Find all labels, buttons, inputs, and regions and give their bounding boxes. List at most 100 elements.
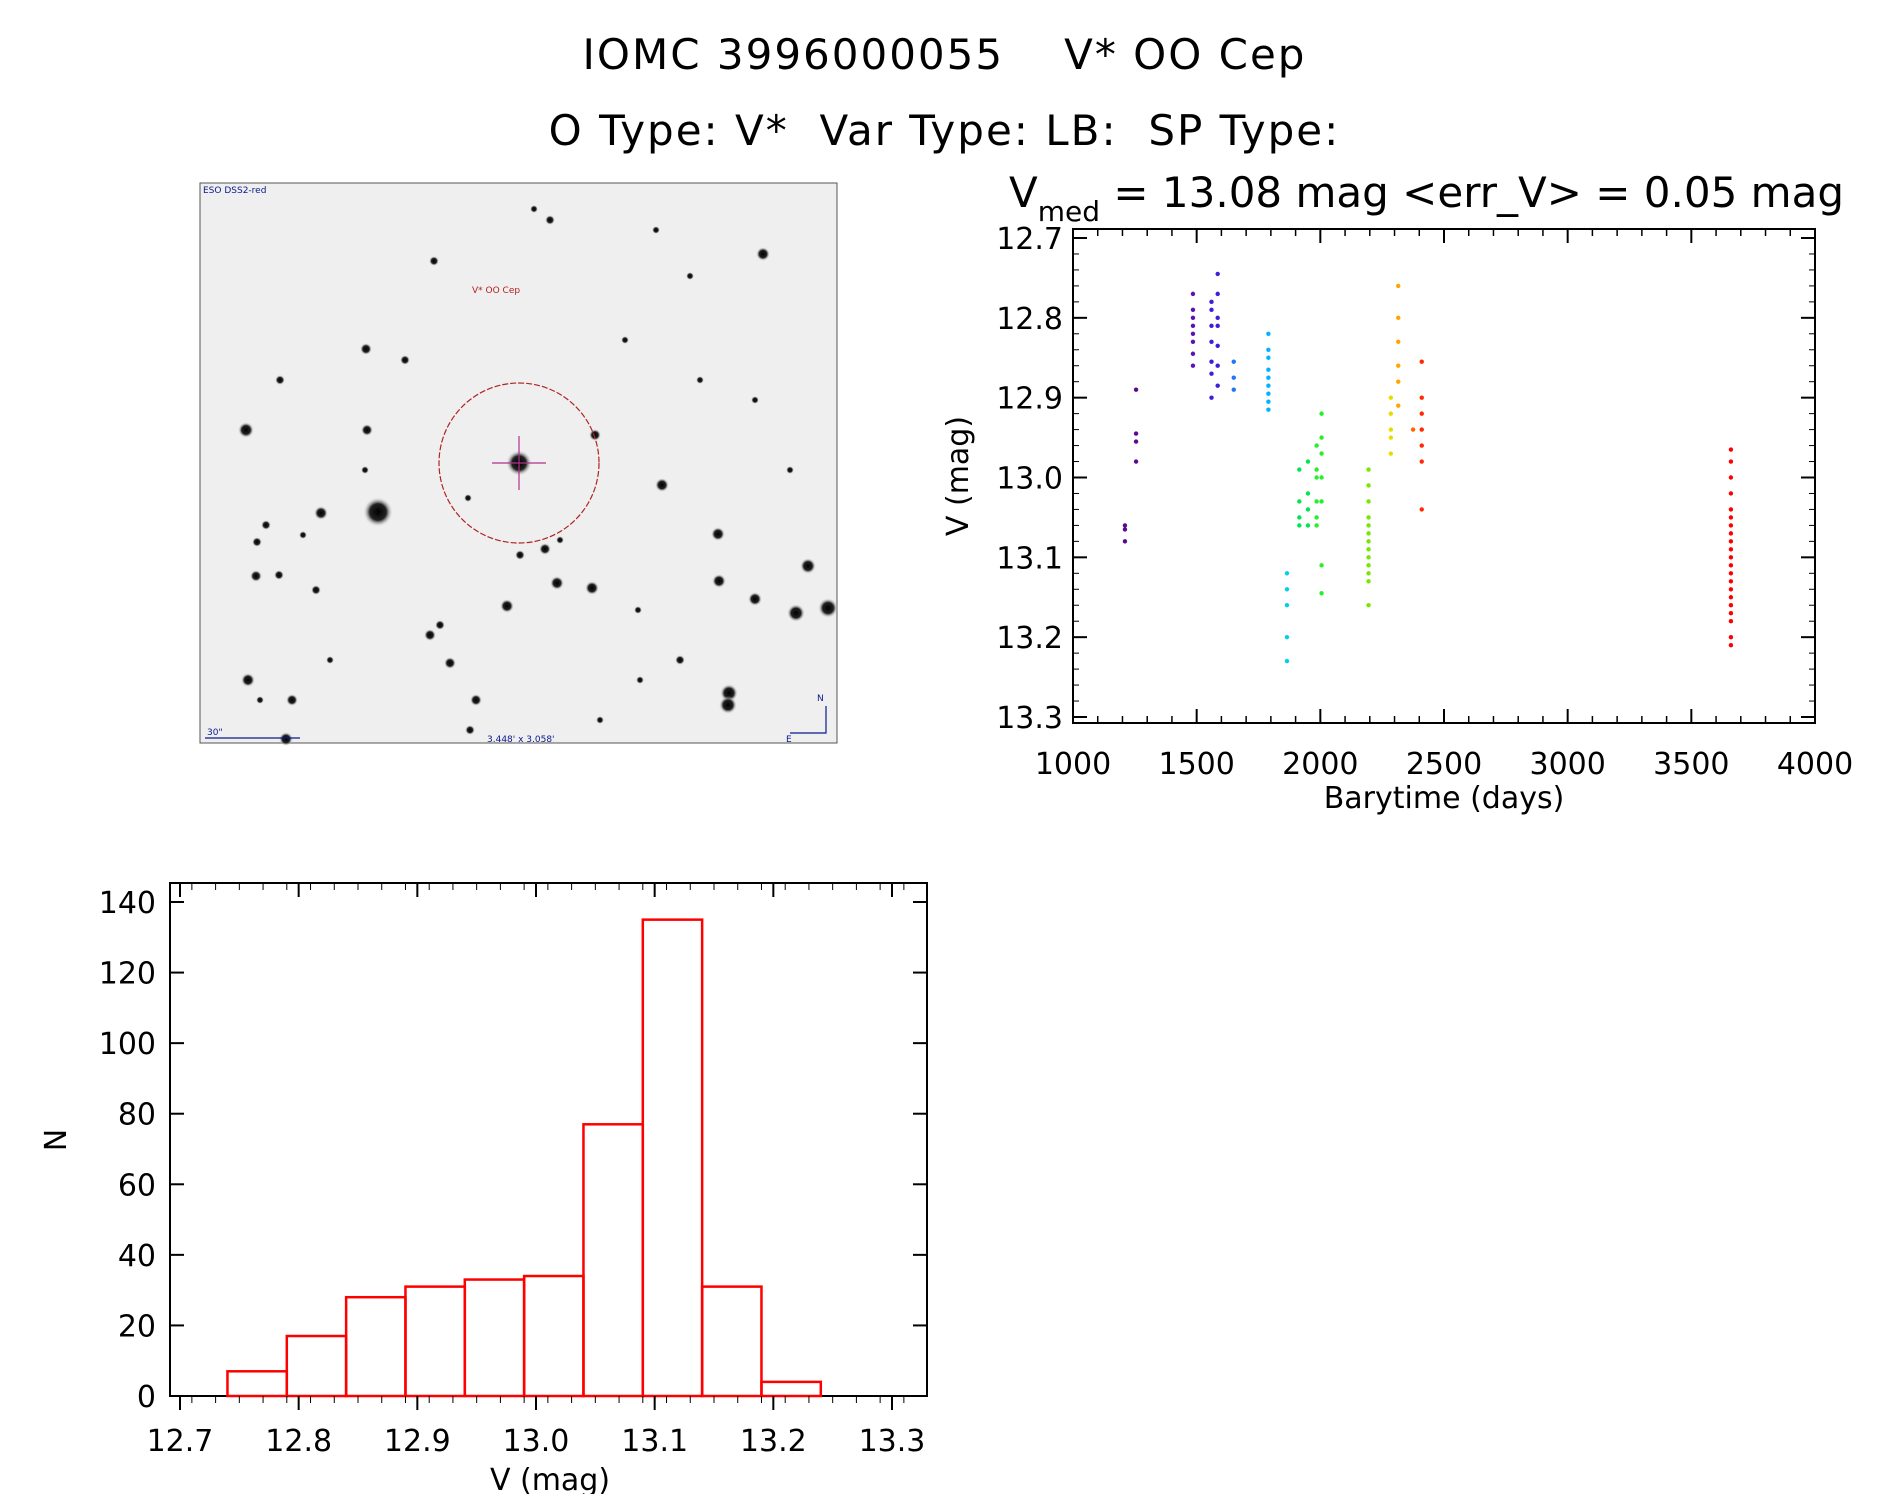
star (241, 673, 255, 687)
hist-xlabel: V (mag) (490, 1463, 610, 1494)
lc-point (1728, 515, 1734, 520)
star (712, 574, 726, 588)
lc-point (1215, 343, 1220, 348)
star (530, 205, 538, 213)
lc-point (1728, 587, 1734, 592)
lc-xlabel: Barytime (days) (1324, 781, 1565, 816)
lc-point (1728, 523, 1734, 528)
lc-point (1728, 579, 1734, 584)
hist-bar (522, 1274, 585, 1398)
lc-point (1366, 571, 1371, 576)
lc-point (1190, 339, 1196, 344)
star (652, 226, 660, 234)
star (363, 497, 393, 527)
star (465, 725, 475, 735)
lc-ylabel: V (mag) (941, 416, 976, 536)
star (435, 620, 445, 630)
fov-label: 3.448' x 3.058' (487, 735, 555, 745)
lc-point (1728, 459, 1734, 464)
compass-north: N (817, 694, 824, 704)
lc-point (1728, 447, 1734, 452)
lc-point (1419, 507, 1424, 512)
hist-ytick-label: 40 (118, 1239, 156, 1274)
lc-point (1419, 427, 1424, 432)
lc-point (1728, 595, 1734, 600)
hist-ytick-label: 0 (137, 1380, 156, 1415)
lc-point (1366, 499, 1371, 504)
lc-point (1396, 403, 1401, 408)
lc-point (1396, 363, 1401, 368)
hist-bar (760, 1380, 823, 1398)
lc-point (1314, 499, 1319, 504)
lc-point (1388, 435, 1394, 440)
lc-axes: 1000 1500 2000 2500 3000 3500 4000 12.7 12.8 12.9… (996, 222, 1853, 782)
lc-point (1319, 435, 1324, 440)
star (818, 598, 838, 618)
target-label: V* OO Cep (472, 286, 520, 296)
lc-point (1319, 563, 1324, 568)
lc-point (1728, 475, 1734, 480)
lc-title-subscript: med (1038, 195, 1100, 228)
hist-bar (285, 1334, 348, 1398)
star (470, 694, 482, 706)
compass-icon (790, 706, 827, 734)
star (326, 656, 334, 664)
star (274, 570, 284, 580)
lc-point (1419, 359, 1424, 364)
lc-point (1190, 323, 1196, 329)
lc-point (1396, 339, 1401, 344)
lc-point (1190, 291, 1196, 297)
lc-point (1209, 359, 1214, 364)
lc-point (1297, 499, 1302, 504)
lc-point (1122, 539, 1128, 544)
plot-title-line2: O Type: V* Var Type: LB: SP Type: (548, 106, 1341, 155)
lc-point (1231, 387, 1236, 392)
lc-point (1284, 587, 1290, 592)
lc-point (1366, 603, 1371, 608)
hist-xtick-label: 13.0 (503, 1424, 570, 1459)
lc-point (1209, 323, 1214, 329)
lc-point (1266, 355, 1271, 360)
lc-point (1728, 603, 1734, 608)
star (545, 215, 555, 225)
hist-axes: 12.7 12.8 12.9 13.0 13.1 13.2 13.3 0 20 40 60 80 100… (99, 883, 927, 1459)
hist-ytick-label: 120 (99, 957, 156, 992)
lc-point (1284, 571, 1290, 576)
star (556, 536, 564, 544)
star (621, 336, 629, 344)
lc-point (1190, 331, 1196, 336)
lc-point (1266, 331, 1271, 336)
lc-point (1366, 563, 1371, 568)
lc-point (1728, 642, 1734, 648)
finder-stars (238, 205, 838, 746)
star (748, 592, 762, 606)
hist-bar (344, 1295, 407, 1398)
lc-point (1419, 459, 1424, 464)
lc-point (1305, 523, 1311, 528)
lc-point (1728, 611, 1734, 616)
star (719, 696, 737, 714)
lc-xtick-label: 1500 (1158, 747, 1234, 782)
lc-point (1728, 634, 1734, 640)
lc-point (1728, 571, 1734, 576)
star (696, 376, 704, 384)
star (550, 576, 564, 590)
star (786, 466, 794, 474)
lc-point (1319, 475, 1324, 480)
star (250, 570, 262, 582)
lc-xtick-label: 4000 (1777, 747, 1853, 782)
lc-point (1215, 315, 1220, 321)
lc-point (1366, 547, 1371, 552)
star (464, 494, 472, 502)
lc-point (1314, 443, 1319, 448)
lc-point (1366, 483, 1371, 488)
star (429, 256, 439, 266)
lc-point (1388, 395, 1394, 400)
star (275, 375, 285, 385)
hist-xtick-label: 12.7 (147, 1424, 214, 1459)
lc-point (1133, 387, 1139, 392)
lc-point (1388, 411, 1394, 416)
lc-point (1266, 383, 1271, 388)
lc-title-prefix: V (1009, 168, 1038, 217)
